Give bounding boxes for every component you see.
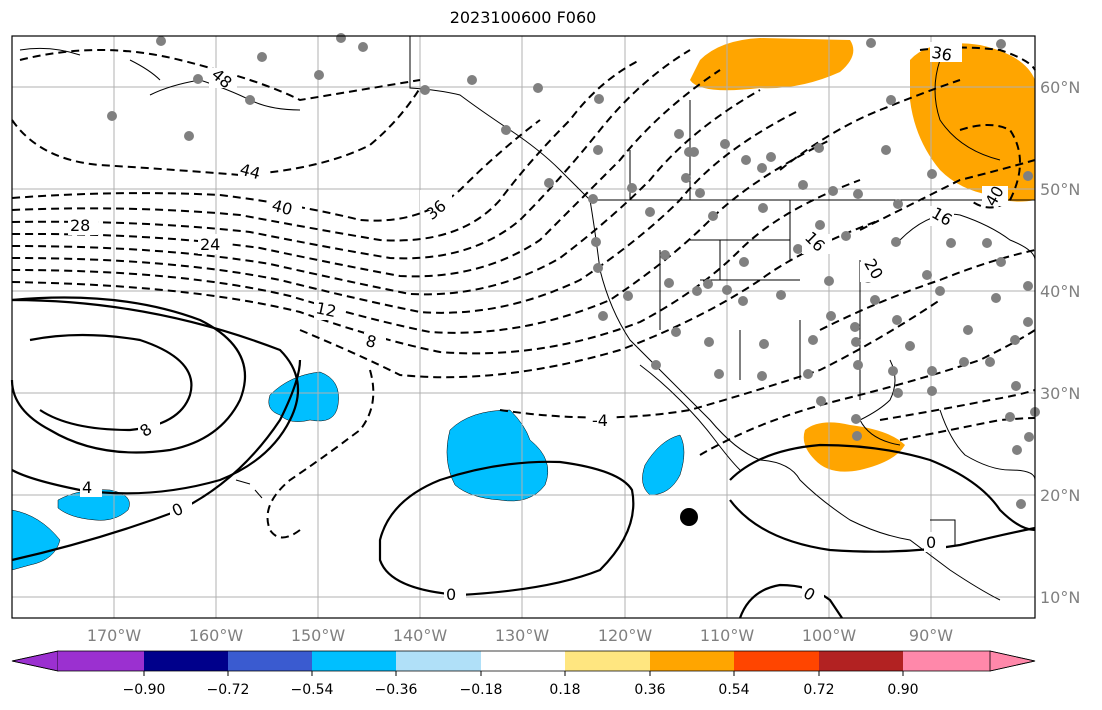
- colorbar-bin: [481, 651, 565, 671]
- gridlines: [12, 36, 1035, 618]
- lon-label: 110°W: [700, 626, 755, 645]
- lon-label: 130°W: [495, 626, 550, 645]
- longitude-labels: 170°W 160°W 150°W 140°W 130°W 120°W 110°…: [87, 626, 953, 645]
- blue-region-2: [446, 409, 549, 502]
- colorbar-tick: 0.54: [718, 682, 749, 698]
- contour-label: 12: [314, 298, 338, 321]
- colorbar-tick: 0.72: [803, 682, 834, 698]
- contour-label: 8: [364, 331, 379, 352]
- map-border: [11, 35, 1036, 619]
- lat-label: 60°N: [1040, 78, 1080, 97]
- contour-label: 40: [270, 196, 295, 220]
- map-panel: 48 44 40 36 28 24 12 8 -4 36 16 20 8: [10, 33, 1040, 619]
- lon-label: 140°W: [393, 626, 448, 645]
- colorbar-tick: −0.54: [291, 682, 334, 698]
- colorbar-tick: −0.72: [207, 682, 250, 698]
- lon-label: 120°W: [598, 626, 653, 645]
- colorbar-tick: −0.36: [375, 682, 418, 698]
- lon-label: 170°W: [87, 626, 142, 645]
- colorbar: −0.90 −0.72 −0.54 −0.36 −0.18 0.18 0.36 …: [11, 650, 1036, 698]
- colorbar-bin: [650, 651, 734, 671]
- lon-label: 150°W: [291, 626, 346, 645]
- station-dots: [107, 33, 1040, 509]
- black-dot-marker: [680, 508, 698, 526]
- colorbar-bin: [734, 651, 819, 671]
- lon-label: 100°W: [802, 626, 857, 645]
- lon-label: 160°W: [189, 626, 244, 645]
- lat-label: 30°N: [1040, 384, 1080, 403]
- contour-label: -4: [592, 411, 608, 430]
- colorbar-tick: −0.18: [460, 682, 503, 698]
- contour-label: 24: [200, 235, 220, 254]
- blue-region-3: [642, 434, 685, 496]
- colorbar-over-arrow: [989, 650, 1036, 672]
- colorbar-bin: [312, 651, 396, 671]
- orange-region-hudson: [910, 43, 1035, 202]
- contour-label: 44: [238, 160, 263, 184]
- colorbar-bin: [144, 651, 228, 671]
- lat-label: 50°N: [1040, 180, 1080, 199]
- contour-label: 0: [446, 585, 456, 604]
- colorbar-bin: [565, 651, 650, 671]
- contour-label: 28: [70, 216, 90, 235]
- colorbar-bin: [58, 651, 144, 671]
- solid-contours: [10, 296, 1036, 619]
- lat-label: 40°N: [1040, 282, 1080, 301]
- colorbar-bin: [396, 651, 481, 671]
- orange-region-canada: [690, 38, 854, 91]
- colorbar-tick: −0.90: [123, 682, 166, 698]
- latitude-labels: 60°N 50°N 40°N 30°N 20°N 10°N: [1040, 78, 1080, 607]
- colorbar-bin: [819, 651, 903, 671]
- colorbar-tick: 0.90: [887, 682, 918, 698]
- colorbar-under-arrow: [11, 650, 59, 672]
- lat-label: 20°N: [1040, 486, 1080, 505]
- map-title: 2023100600 F060: [449, 8, 597, 27]
- lat-label: 10°N: [1040, 588, 1080, 607]
- colorbar-tick: 0.18: [549, 682, 580, 698]
- contour-label: 4: [82, 478, 92, 497]
- blue-region-5: [11, 509, 61, 571]
- contour-label: 36: [930, 43, 953, 65]
- lon-label: 90°W: [909, 626, 953, 645]
- colorbar-bin: [228, 651, 312, 671]
- colorbar-bin: [903, 651, 990, 671]
- contour-label: 0: [926, 533, 936, 552]
- colorbar-tick: 0.36: [634, 682, 665, 698]
